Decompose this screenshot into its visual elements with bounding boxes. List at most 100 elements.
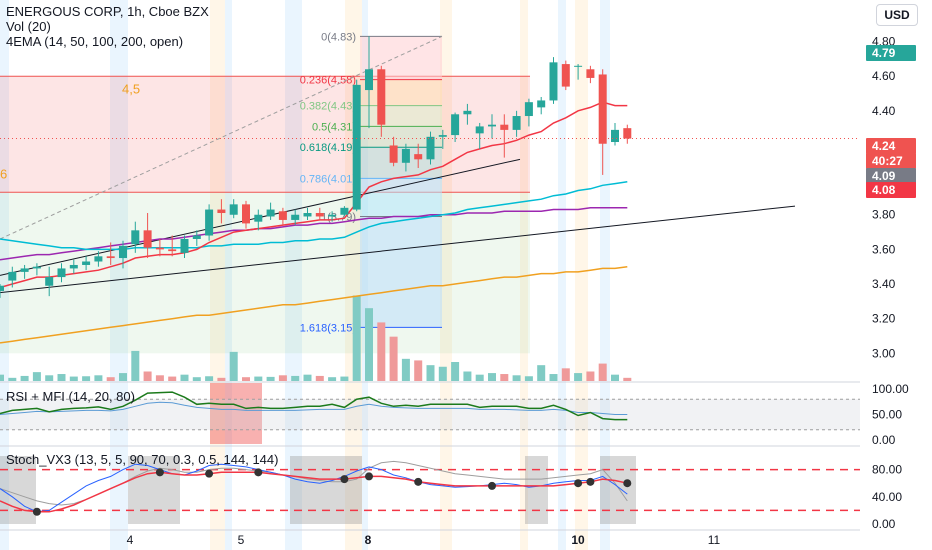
- candle-body: [229, 204, 238, 215]
- candle-body: [377, 69, 386, 125]
- time-tick-label: 4: [127, 533, 134, 547]
- volume-bar: [303, 374, 312, 381]
- stoch-zone: [600, 456, 636, 524]
- volume-bar: [32, 372, 41, 381]
- rsi-overbought-highlight: [210, 383, 262, 444]
- rsi-legend[interactable]: RSI + MFI (14, 20, 80): [6, 389, 135, 404]
- price-tick-label: 3.80: [872, 208, 896, 222]
- candle-body: [500, 124, 509, 130]
- volume-bar: [229, 351, 238, 381]
- stoch-legend[interactable]: Stoch_VX3 (13, 5, 5, 90, 70, 0.3, 0.5, 1…: [6, 452, 279, 467]
- ema50-line: [0, 181, 628, 251]
- candle-body: [512, 116, 521, 130]
- volume-bar: [45, 375, 54, 381]
- price-tick-label: 3.20: [872, 312, 896, 326]
- candle-body: [57, 268, 66, 278]
- candle-body: [488, 124, 496, 127]
- stoch-cross-dot: [205, 469, 214, 478]
- stoch-zone: [525, 456, 548, 524]
- volume-bar: [278, 375, 287, 381]
- price-tick-label: 3.60: [872, 242, 896, 256]
- volume-bar: [291, 375, 300, 381]
- volume-bar: [598, 363, 607, 381]
- candle-body: [106, 256, 115, 259]
- candle-body: [45, 277, 54, 286]
- range-annotation: 4,5: [122, 82, 140, 97]
- volume-bar: [500, 374, 509, 381]
- volume-bar: [389, 336, 398, 381]
- candle-body: [32, 266, 41, 269]
- volume-bar: [463, 371, 472, 381]
- volume-legend[interactable]: Vol (20): [6, 19, 51, 34]
- candle-body: [242, 204, 250, 224]
- volume-bar: [623, 377, 632, 381]
- candle-body: [598, 74, 607, 144]
- time-tick-label: 10: [571, 533, 585, 547]
- volume-bar: [8, 377, 17, 381]
- candle-body: [475, 126, 484, 134]
- fib-band: [360, 178, 442, 217]
- volume-bar: [143, 371, 152, 381]
- fib-level-label: 0(4.83): [321, 31, 356, 43]
- stoch-cross-dot: [365, 472, 373, 481]
- volume-bar: [242, 377, 250, 381]
- volume-bar: [512, 375, 521, 381]
- fib-band: [360, 36, 442, 80]
- stoch-tick-label: 40.00: [872, 490, 902, 504]
- candle-body: [451, 114, 460, 136]
- left-annotation: 6: [0, 166, 7, 181]
- stoch-tick-label: 0.00: [872, 517, 896, 531]
- candle-body: [426, 136, 435, 160]
- candle-body: [168, 249, 177, 252]
- ema-legend[interactable]: 4EMA (14, 50, 100, 200, open): [6, 34, 184, 49]
- stoch-cross-dot: [574, 479, 583, 488]
- candle-body: [143, 230, 152, 248]
- stoch-cross-dot: [488, 481, 496, 490]
- stoch-zone: [290, 456, 362, 524]
- volume-bar: [315, 375, 324, 381]
- ema100-line: [0, 207, 628, 261]
- volume-bar: [82, 376, 91, 381]
- session-stripe: [110, 0, 128, 550]
- candle-body: [524, 102, 533, 117]
- volume-bar: [488, 373, 496, 381]
- session-stripe: [520, 0, 528, 550]
- stoch-cross-dot: [32, 507, 41, 516]
- candle-body: [69, 264, 78, 269]
- volume-bar: [586, 371, 595, 381]
- candle-body: [8, 271, 17, 281]
- currency-button[interactable]: USD: [876, 4, 918, 26]
- candle-body: [180, 238, 189, 253]
- volume-bar: [168, 376, 177, 381]
- candle-body: [401, 148, 410, 163]
- last-high-price-tag: 4.79: [866, 45, 916, 61]
- session-stripe: [210, 0, 225, 550]
- volume-bar: [340, 376, 349, 381]
- volume-bar: [69, 376, 78, 381]
- candle-body: [414, 154, 423, 160]
- volume-bar: [438, 366, 447, 381]
- stoch-cross-dot: [623, 479, 632, 488]
- session-stripe: [558, 0, 566, 550]
- candle-body: [586, 69, 595, 78]
- stoch-cross-dot: [254, 468, 263, 477]
- session-stripe: [575, 0, 588, 550]
- volume-bar: [451, 362, 460, 381]
- candle-body: [574, 65, 583, 67]
- stoch-cross-dot: [414, 477, 423, 486]
- fib-band: [360, 79, 442, 106]
- stoch-cross-dot: [586, 477, 595, 486]
- volume-bar: [426, 365, 435, 381]
- candle-body: [537, 100, 546, 108]
- session-stripe: [0, 0, 9, 550]
- fib-level-label: 0.236(4.58): [300, 75, 356, 87]
- time-tick-label: 5: [238, 533, 245, 547]
- volume-bar: [254, 376, 263, 381]
- volume-bar: [574, 373, 583, 381]
- volume-bar: [377, 322, 386, 381]
- candle-body: [561, 64, 570, 87]
- symbol-legend[interactable]: ENERGOUS CORP, 1h, Cboe BZX: [6, 4, 209, 19]
- candle-body: [340, 207, 349, 215]
- ema-price-tag: 4.09: [866, 168, 916, 184]
- candle-body: [254, 214, 263, 222]
